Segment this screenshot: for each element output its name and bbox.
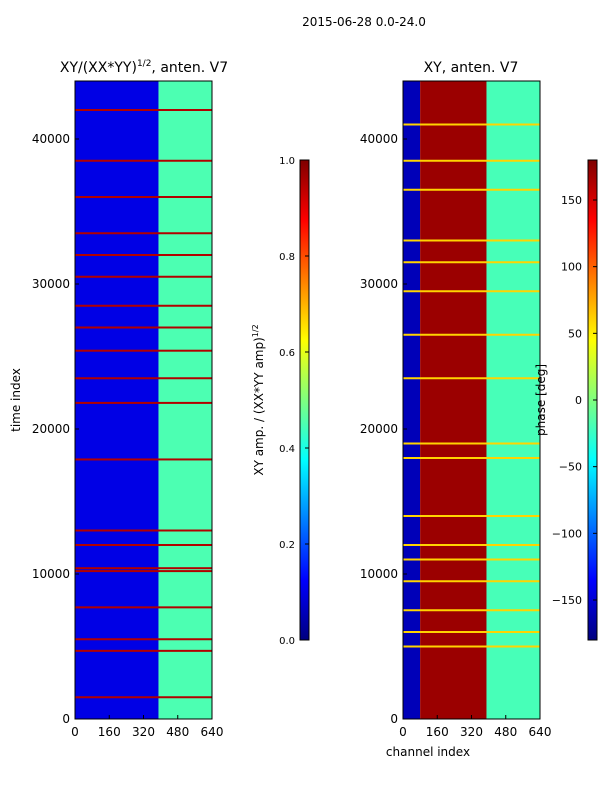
phase-x-tick-label: 320: [460, 725, 483, 739]
phase-x-tick-label: 0: [399, 725, 407, 739]
amp-x-axis: 0 160 320 480 640: [71, 715, 223, 739]
amp-hot-row: [75, 349, 212, 352]
amp-hot-row: [75, 254, 212, 256]
amp-hot-row: [75, 649, 212, 652]
phase-hot-row: [403, 333, 540, 336]
phase-colorbar-tick-label: −50: [559, 461, 582, 474]
phase-colorbar-tick-label: −150: [552, 594, 582, 607]
phase-y-tick-label: 10000: [360, 567, 398, 581]
amp-hot-row: [75, 696, 212, 699]
phase-heatmap: [403, 81, 540, 719]
amp-colorbar-tick-label: 0.2: [279, 540, 295, 551]
phase-hot-row: [403, 290, 540, 293]
phase-hot-row: [403, 558, 540, 561]
amp-hot-row: [75, 377, 212, 380]
amp-x-tick-label: 320: [132, 725, 155, 739]
phase-colorbar-tick-label: 50: [568, 327, 582, 340]
phase-hot-row: [403, 515, 540, 517]
phase-band: [403, 81, 421, 719]
amp-y-tick-label: 30000: [32, 277, 70, 291]
phase-hot-row: [403, 123, 540, 126]
amp-colorbar-ticks: 0.0 0.2 0.4 0.6 0.8 1.0: [279, 156, 309, 647]
amp-x-tick-label: 0: [71, 725, 79, 739]
amp-y-tick-label: 20000: [32, 422, 70, 436]
phase-x-axis: 0 160 320 480 640: [399, 715, 551, 739]
amp-x-tick-label: 160: [98, 725, 121, 739]
phase-hot-row: [403, 159, 540, 162]
amp-colorbar-gradient: [299, 159, 310, 641]
phase-x-tick-label: 160: [426, 725, 449, 739]
phase-y-tick-label: 20000: [360, 422, 398, 436]
phase-x-tick-label: 480: [494, 725, 517, 739]
phase-title: XY, anten. V7: [424, 60, 519, 76]
phase-hot-row: [403, 457, 540, 459]
amp-hot-row: [75, 529, 212, 532]
phase-colorbar-tick-label: −100: [552, 527, 582, 540]
phase-colorbar-label: phase [deg]: [534, 364, 548, 436]
phase-colorbar-ticks: −150 −100 −50 0 50 100 150: [552, 194, 597, 607]
amp-y-axis: 0 10000 20000 30000 40000: [32, 132, 79, 726]
amp-hot-row: [75, 544, 212, 546]
amp-x-tick-label: 480: [166, 725, 189, 739]
phase-colorbar-tick-label: 100: [561, 261, 582, 274]
amp-hot-row: [75, 570, 212, 573]
phase-colorbar-tick-label: 0: [575, 394, 582, 407]
amp-colorbar-tick-label: 1.0: [279, 156, 295, 167]
amp-colorbar-label: XY amp. / (XX*YY amp)1/2: [251, 324, 266, 475]
amp-band: [75, 81, 159, 719]
amp-colorbar-tick-label: 0.0: [279, 636, 295, 647]
phase-x-label: channel index: [386, 745, 470, 759]
amp-heatmap: [75, 81, 212, 719]
amp-hot-row: [75, 232, 212, 235]
phase-hot-row: [403, 442, 540, 445]
phase-band: [486, 81, 540, 719]
amp-y-label: time index: [9, 368, 23, 432]
amp-y-tick-label: 0: [62, 712, 70, 726]
amp-colorbar: 0.0 0.2 0.4 0.6 0.8 1.0 XY amp. / (XX*YY amp)…: [251, 156, 310, 647]
amp-hot-row: [75, 326, 212, 329]
phase-y-tick-label: 40000: [360, 132, 398, 146]
amp-hot-row: [75, 567, 212, 570]
amp-title: XY/(XX*YY)1/2, anten. V7: [60, 59, 228, 76]
phase-hot-row: [403, 580, 540, 583]
phase-y-tick-label: 0: [390, 712, 398, 726]
phase-x-tick-label: 640: [529, 725, 552, 739]
amp-colorbar-tick-label: 0.8: [279, 252, 295, 263]
figure-suptitle: 2015-06-28 0.0-24.0: [302, 15, 426, 29]
phase-hot-row: [403, 261, 540, 264]
phase-colorbar: −150 −100 −50 0 50 100 150 phase [deg]: [534, 159, 598, 641]
phase-hot-row: [403, 544, 540, 546]
amp-hot-row: [75, 638, 212, 641]
phase-hot-row: [403, 239, 540, 242]
amp-colorbar-tick-label: 0.6: [279, 348, 295, 359]
amp-y-tick-label: 10000: [32, 567, 70, 581]
phase-hot-row: [403, 188, 540, 191]
phase-hot-row: [403, 609, 540, 612]
phase-y-axis: 0 10000 20000 30000 40000: [360, 132, 407, 726]
phase-y-tick-label: 30000: [360, 277, 398, 291]
phase-hot-row: [403, 631, 540, 633]
phase-hot-row: [403, 377, 540, 380]
amp-hot-row: [75, 159, 212, 162]
amp-colorbar-tick-label: 0.4: [279, 444, 295, 455]
amp-band: [158, 81, 212, 719]
amp-hot-row: [75, 196, 212, 198]
amp-panel: XY/(XX*YY)1/2, anten. V7 0 160 320 480 640 0…: [9, 59, 228, 739]
amp-hot-row: [75, 109, 212, 111]
amp-hot-row: [75, 458, 212, 461]
phase-hot-row: [403, 645, 540, 648]
amp-hot-row: [75, 606, 212, 609]
amp-x-tick-label: 640: [201, 725, 224, 739]
amp-hot-row: [75, 304, 212, 307]
phase-colorbar-tick-label: 150: [561, 194, 582, 207]
phase-band: [420, 81, 487, 719]
amp-hot-row: [75, 401, 212, 404]
amp-y-tick-label: 40000: [32, 132, 70, 146]
amp-hot-row: [75, 275, 212, 278]
phase-panel: XY, anten. V7 0 160 320 480 640 0 10000 20000 3…: [360, 60, 552, 759]
